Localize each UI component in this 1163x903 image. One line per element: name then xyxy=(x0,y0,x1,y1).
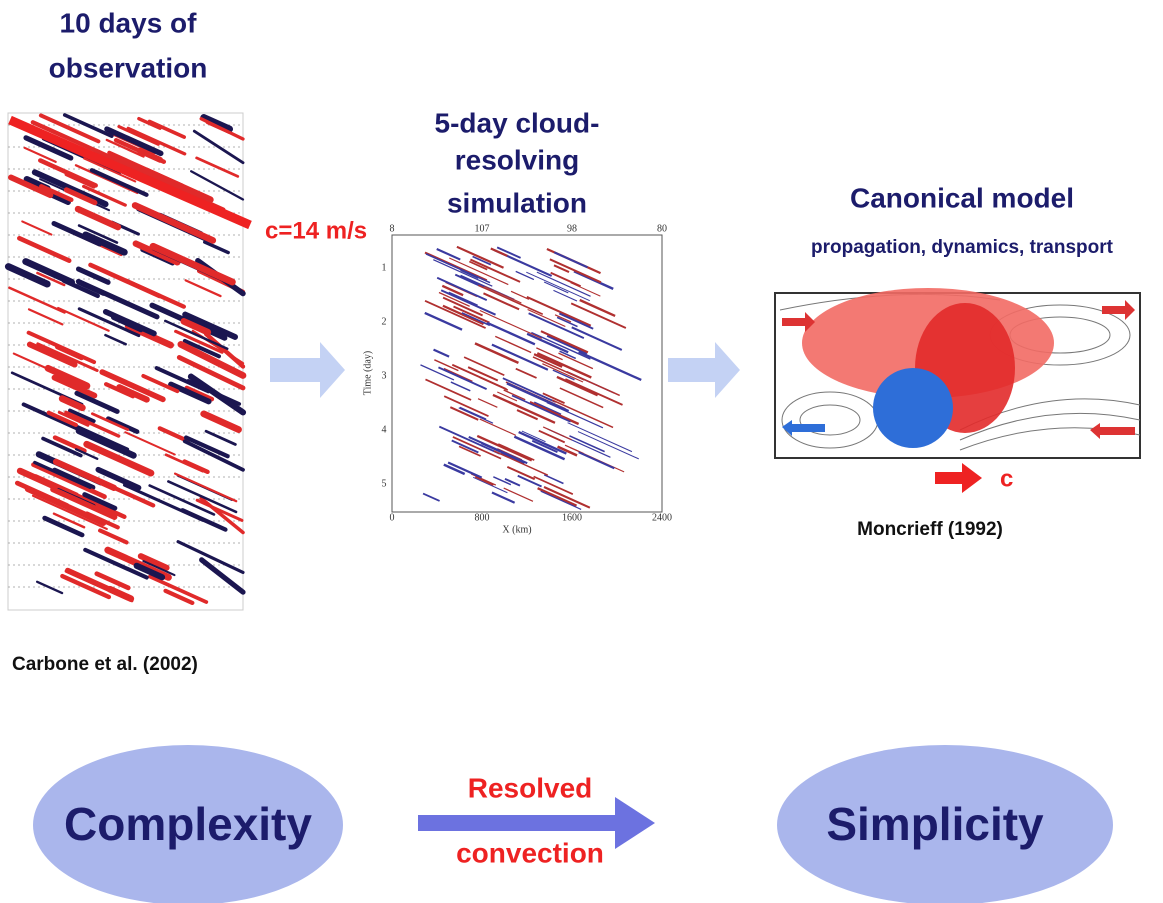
x-tick-label: 1600 xyxy=(562,512,582,523)
model-diagram xyxy=(775,288,1140,458)
arrow-label: Resolved xyxy=(468,772,593,803)
downdraft xyxy=(873,368,953,448)
propagation-arrow xyxy=(935,463,982,493)
x-tick-label: 800 xyxy=(475,512,490,523)
obs-credit: Carbone et al. (2002) xyxy=(12,654,198,675)
flow-arrow xyxy=(270,342,345,398)
top-tick-label: 8 xyxy=(390,223,395,234)
model-credit: Moncrieff (1992) xyxy=(857,519,1003,540)
x-tick-label: 2400 xyxy=(652,512,672,523)
y-tick-label: 1 xyxy=(382,262,387,273)
obs-title: observation xyxy=(49,52,208,83)
top-tick-label: 98 xyxy=(567,223,577,234)
obs-title: 10 days of xyxy=(60,7,198,38)
propagation-label: c xyxy=(1000,465,1013,492)
arrow-label: convection xyxy=(456,837,604,868)
top-tick-label: 80 xyxy=(657,223,667,234)
y-tick-label: 2 xyxy=(382,316,387,327)
sim-title: simulation xyxy=(447,187,587,218)
model-subtitle: propagation, dynamics, transport xyxy=(811,237,1114,258)
model-title: Canonical model xyxy=(850,182,1074,213)
y-tick-label: 5 xyxy=(382,478,387,489)
flow-arrow xyxy=(668,342,740,398)
sim-title: resolving xyxy=(455,144,579,175)
speed-label: c=14 m/s xyxy=(265,217,367,244)
y-tick-label: 3 xyxy=(382,370,387,381)
observation-plot xyxy=(8,113,243,610)
y-axis-label: Time (day) xyxy=(362,351,373,395)
top-tick-label: 107 xyxy=(475,223,490,234)
slide: 10 days of observation 5-day cloud- reso… xyxy=(0,0,1163,903)
simplicity: Simplicity xyxy=(826,798,1044,850)
sim-title: 5-day cloud- xyxy=(435,107,600,138)
complexity: Complexity xyxy=(64,798,312,850)
simulation-plot xyxy=(392,235,662,512)
x-axis-label: X (km) xyxy=(502,524,531,535)
y-tick-label: 4 xyxy=(382,424,387,435)
x-tick-label: 0 xyxy=(390,512,395,523)
